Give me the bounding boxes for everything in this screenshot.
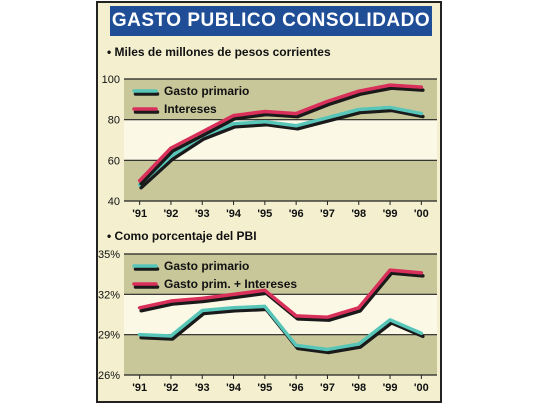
chart2-plot: 35% 32% 29% 26% '91 '92 '93 '94 '95 '96 '97 '98 '99 '… xyxy=(98,249,437,394)
chart1-ytick-label: 100 xyxy=(102,74,120,86)
chart1-legend-label: Gasto primario xyxy=(164,84,249,98)
chart1-series-shadow xyxy=(139,108,425,190)
chart1-ytick-label: 40 xyxy=(108,196,120,208)
chart2-xtick-label: '92 xyxy=(164,382,179,394)
chart2-series-line xyxy=(137,304,424,352)
chart1-xtick-label: '99 xyxy=(383,208,398,220)
chart1-band xyxy=(124,160,437,201)
chart2-xtick-label: '00 xyxy=(414,382,429,394)
chart2-ytick-label: 26% xyxy=(98,370,120,382)
chart2-ytick-label: 32% xyxy=(98,289,120,301)
chart1-ytick-label: 80 xyxy=(108,115,120,127)
chart1-xtick-label: '97 xyxy=(320,208,335,220)
chart1-ytick-label: 60 xyxy=(108,155,120,167)
chart2-xtick-label: '99 xyxy=(383,382,398,394)
chart2-xtick-label: '96 xyxy=(289,382,304,394)
chart1-xtick-label: '94 xyxy=(226,208,242,220)
chart2-series-line xyxy=(137,268,424,319)
chart2-ytick-label: 29% xyxy=(98,330,120,342)
chart1-series-shadow xyxy=(139,86,425,186)
chart1-plot: 100 80 60 40 '91 '92 '93 '94 '95 '96 '97 '98 '99 '00 G… xyxy=(102,74,437,220)
chart1-xtick-label: '95 xyxy=(257,208,272,220)
chart2-xtick-label: '91 xyxy=(132,382,147,394)
chart2-subtitle: • Como porcentaje del PBI xyxy=(107,229,257,243)
chart1-xtick-label: '92 xyxy=(164,208,179,220)
chart-title: GASTO PUBLICO CONSOLIDADO xyxy=(110,6,432,36)
chart1-xtick-label: '98 xyxy=(351,208,366,220)
chart2-xtick-label: '98 xyxy=(351,382,366,394)
chart1-xtick-label: '96 xyxy=(289,208,304,220)
chart2-legend-label: Gasto primario xyxy=(164,259,249,273)
chart1-xtick-label: '00 xyxy=(414,208,429,220)
chart1-series-line xyxy=(137,83,424,183)
chart2-xtick-label: '95 xyxy=(257,382,272,394)
chart2-xtick-label: '94 xyxy=(226,382,242,394)
chart2-xtick-label: '93 xyxy=(195,382,210,394)
chart1-series-line xyxy=(137,105,424,187)
chart1-subtitle: • Miles de millones de pesos corrientes xyxy=(107,45,331,59)
chart2-legend-label: Gasto prim. + Intereses xyxy=(164,277,297,291)
chart1-xtick-label: '91 xyxy=(132,208,147,220)
chart1-xtick-label: '93 xyxy=(195,208,210,220)
chart2-band xyxy=(124,334,437,375)
chart1-legend-label: Intereses xyxy=(164,102,217,116)
chart2-xtick-label: '97 xyxy=(320,382,335,394)
chart2-ytick-label: 35% xyxy=(98,249,120,261)
